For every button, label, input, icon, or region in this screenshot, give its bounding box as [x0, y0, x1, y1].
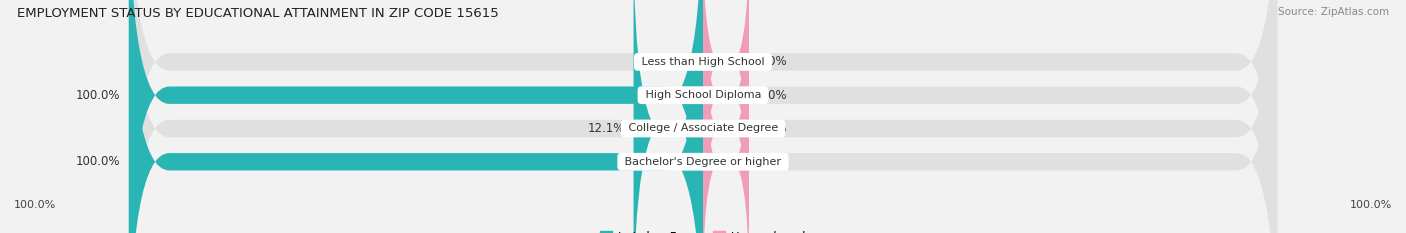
Text: Source: ZipAtlas.com: Source: ZipAtlas.com [1278, 7, 1389, 17]
Text: 0.0%: 0.0% [654, 55, 683, 69]
FancyBboxPatch shape [129, 0, 1277, 233]
Text: 100.0%: 100.0% [76, 89, 121, 102]
FancyBboxPatch shape [703, 0, 749, 221]
FancyBboxPatch shape [129, 0, 703, 233]
FancyBboxPatch shape [129, 0, 703, 233]
FancyBboxPatch shape [129, 0, 1277, 233]
FancyBboxPatch shape [703, 0, 749, 188]
FancyBboxPatch shape [703, 3, 749, 233]
Text: EMPLOYMENT STATUS BY EDUCATIONAL ATTAINMENT IN ZIP CODE 15615: EMPLOYMENT STATUS BY EDUCATIONAL ATTAINM… [17, 7, 499, 20]
Text: 0.0%: 0.0% [758, 155, 787, 168]
Text: Bachelor's Degree or higher: Bachelor's Degree or higher [621, 157, 785, 167]
FancyBboxPatch shape [129, 0, 1277, 233]
Text: High School Diploma: High School Diploma [641, 90, 765, 100]
Text: College / Associate Degree: College / Associate Degree [624, 123, 782, 134]
Text: 0.0%: 0.0% [758, 89, 787, 102]
Text: 100.0%: 100.0% [1350, 200, 1392, 210]
Text: 0.0%: 0.0% [758, 55, 787, 69]
Legend: In Labor Force, Unemployed: In Labor Force, Unemployed [596, 226, 810, 233]
FancyBboxPatch shape [634, 0, 703, 233]
Text: 100.0%: 100.0% [76, 155, 121, 168]
Text: 0.0%: 0.0% [758, 122, 787, 135]
Text: 12.1%: 12.1% [588, 122, 624, 135]
FancyBboxPatch shape [703, 36, 749, 233]
FancyBboxPatch shape [129, 0, 1277, 233]
Text: Less than High School: Less than High School [638, 57, 768, 67]
Text: 100.0%: 100.0% [14, 200, 56, 210]
